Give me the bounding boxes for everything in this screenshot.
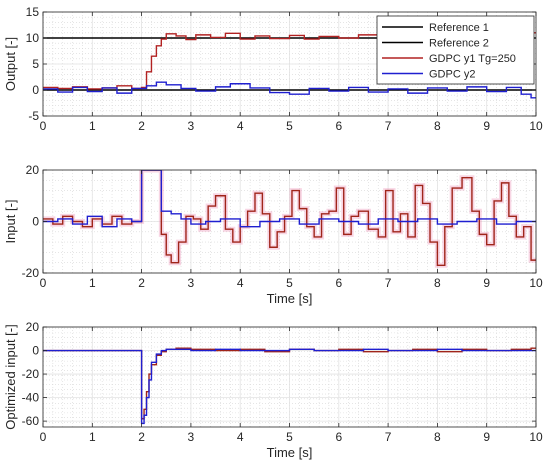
x-tick-label: 8 xyxy=(434,430,441,444)
x-tick-label: 9 xyxy=(483,430,490,444)
x-tick-label: 1 xyxy=(89,430,96,444)
x-axis-label: Time [s] xyxy=(267,445,313,460)
x-tick-label: 10 xyxy=(529,276,543,290)
x-tick-label: 4 xyxy=(237,276,244,290)
y-tick-label: 5 xyxy=(32,57,39,71)
x-tick-label: 0 xyxy=(40,430,47,444)
x-tick-label: 5 xyxy=(286,430,293,444)
x-tick-label: 6 xyxy=(335,276,342,290)
x-axis-label: Time [s] xyxy=(267,291,313,306)
y-tick-label: 0 xyxy=(32,344,39,358)
x-tick-label: 5 xyxy=(286,119,293,133)
x-tick-label: 4 xyxy=(237,119,244,133)
x-tick-label: 7 xyxy=(385,119,392,133)
legend-label: Reference 2 xyxy=(429,38,489,50)
y-tick-label: -60 xyxy=(22,414,40,428)
x-tick-label: 0 xyxy=(40,119,47,133)
x-tick-label: 10 xyxy=(529,430,543,444)
y-tick-label: 20 xyxy=(26,163,40,177)
x-tick-label: 7 xyxy=(385,276,392,290)
y-tick-label: -20 xyxy=(22,367,40,381)
x-tick-label: 1 xyxy=(89,276,96,290)
y-tick-label: -20 xyxy=(22,266,40,280)
y-axis-label: Optimized input [-] xyxy=(3,324,18,430)
x-tick-label: 6 xyxy=(335,119,342,133)
x-tick-label: 7 xyxy=(385,430,392,444)
x-tick-label: 1 xyxy=(89,119,96,133)
y-tick-label: 0 xyxy=(32,215,39,229)
y-axis-label: Input [-] xyxy=(3,199,18,243)
chart-panel-3: 0 1 2 3 4 5 6 7 8 9 10 -60 -40 -20 0 20 Time [s] Optimize… xyxy=(3,320,543,460)
legend-label: GDPC y2 xyxy=(429,69,475,81)
x-tick-label: 2 xyxy=(138,276,145,290)
x-tick-label: 5 xyxy=(286,276,293,290)
series-line xyxy=(43,170,536,228)
series-line xyxy=(43,347,536,420)
x-tick-label: 0 xyxy=(40,276,47,290)
legend: Reference 1 Reference 2 GDPC y1 Tg=250 GDPC… xyxy=(376,15,535,85)
y-tick-label: -5 xyxy=(28,109,39,123)
x-tick-label: 3 xyxy=(188,430,195,444)
legend-label: GDPC y1 Tg=250 xyxy=(429,53,516,65)
series-line xyxy=(43,170,536,266)
series-line xyxy=(43,348,536,425)
legend-label: Reference 1 xyxy=(429,22,489,34)
y-tick-label: 10 xyxy=(26,31,40,45)
x-tick-label: 8 xyxy=(434,119,441,133)
x-tick-label: 3 xyxy=(188,276,195,290)
x-tick-label: 3 xyxy=(188,119,195,133)
x-tick-label: 10 xyxy=(529,119,543,133)
y-tick-label: -40 xyxy=(22,391,40,405)
y-tick-label: 15 xyxy=(26,5,40,19)
y-axis-label: Output [-] xyxy=(3,37,18,91)
y-tick-label: 0 xyxy=(32,83,39,97)
x-tick-label: 2 xyxy=(138,119,145,133)
x-tick-label: 2 xyxy=(138,430,145,444)
series-line xyxy=(43,81,536,99)
x-tick-label: 4 xyxy=(237,430,244,444)
y-tick-label: 20 xyxy=(26,320,40,334)
x-tick-label: 8 xyxy=(434,276,441,290)
x-tick-label: 9 xyxy=(483,119,490,133)
x-tick-label: 9 xyxy=(483,276,490,290)
x-tick-label: 6 xyxy=(335,430,342,444)
